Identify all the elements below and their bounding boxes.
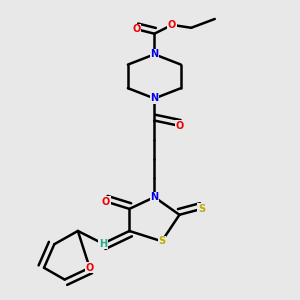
Text: N: N [150,49,158,59]
Text: O: O [175,121,184,131]
Text: S: S [158,236,165,246]
Text: H: H [99,238,107,249]
Text: S: S [198,204,205,214]
Text: O: O [102,196,110,206]
Text: N: N [150,94,158,103]
Text: N: N [150,192,158,202]
Text: O: O [85,263,94,273]
Text: O: O [168,20,176,30]
Text: O: O [133,24,141,34]
